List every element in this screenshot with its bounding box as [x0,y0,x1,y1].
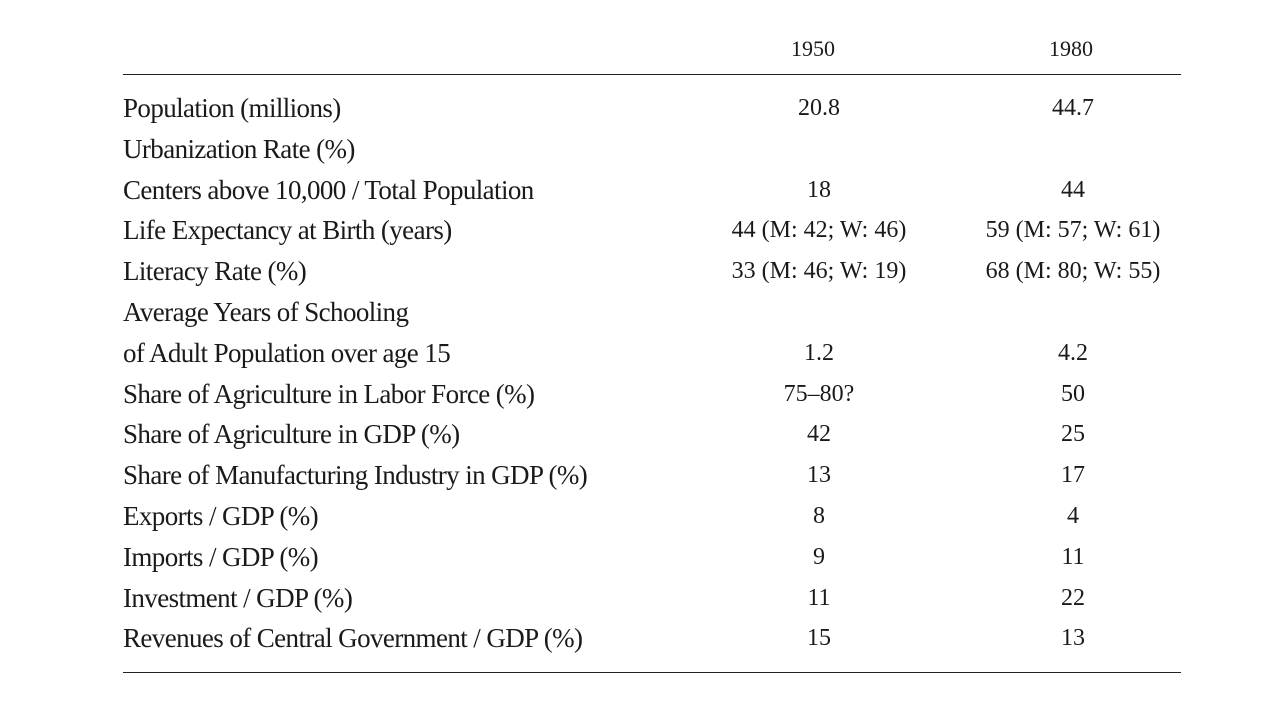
table-header: 1950 1980 [123,28,1181,75]
value-1950: 33 (M: 46; W: 19) [731,258,907,285]
row-label: Share of Agriculture in Labor Force (%) [123,378,535,409]
value-1950: 9 [813,543,825,570]
table-row: Urbanization Rate (%) [123,132,1181,173]
row-label: Urbanization Rate (%) [123,133,355,164]
value-1980: 68 (M: 80; W: 55) [985,258,1161,285]
table-row: Share of Manufacturing Industry in GDP (… [123,458,1181,499]
value-1950: 11 [807,584,831,611]
table-row: of Adult Population over age 15 1.2 4.2 [123,336,1181,377]
value-1950: 18 [807,176,831,203]
value-1950: 13 [807,462,831,489]
value-1980: 17 [1061,462,1085,489]
value-1950: 8 [813,502,825,529]
table-row: Imports / GDP (%) 9 11 [123,540,1181,581]
table-row: Literacy Rate (%) 33 (M: 46; W: 19) 68 (… [123,254,1181,295]
table-row: Share of Agriculture in Labor Force (%) … [123,377,1181,418]
table-row: Average Years of Schooling [123,295,1181,336]
column-header-1980: 1980 [1049,36,1093,61]
row-label: Share of Manufacturing Industry in GDP (… [123,460,588,491]
value-1950: 1.2 [804,339,834,366]
row-label: Population (millions) [123,93,341,123]
value-1980: 13 [1061,625,1085,652]
value-1980: 25 [1061,421,1085,448]
value-1980: 11 [1061,543,1085,570]
row-label: Imports / GDP (%) [123,541,319,572]
table-row: Exports / GDP (%) 8 4 [123,499,1181,540]
value-1980: 59 (M: 57; W: 61) [985,217,1161,244]
row-label: Share of Agriculture in GDP (%) [123,419,460,450]
table-row: Centers above 10,000 / Total Population … [123,173,1181,214]
column-header-1950: 1950 [791,36,835,61]
value-1950: 44 (M: 42; W: 46) [731,217,907,244]
value-1980: 44.7 [1052,95,1094,121]
value-1950: 42 [807,421,831,448]
value-1950: 15 [807,625,831,652]
table-row: Share of Agriculture in GDP (%) 42 25 [123,417,1181,458]
value-1950: 75–80? [783,380,855,407]
row-label: Investment / GDP (%) [123,582,353,613]
value-1980: 4.2 [1058,339,1088,366]
value-1980: 4 [1067,502,1079,529]
table-row: Revenues of Central Government / GDP (%)… [123,621,1181,662]
table-row: Population (millions) 20.8 44.7 [123,91,1181,132]
row-label: of Adult Population over age 15 [123,337,451,368]
value-1950: 20.8 [798,95,840,121]
value-1980: 44 [1061,176,1085,203]
value-1980: 22 [1061,584,1085,611]
row-label: Average Years of Schooling [123,296,409,327]
row-label: Centers above 10,000 / Total Population [123,174,534,205]
value-1980: 50 [1061,380,1085,407]
statistics-table: 1950 1980 Population (millions) 20.8 44.… [123,28,1181,674]
row-label: Exports / GDP (%) [123,500,319,531]
table-row: Investment / GDP (%) 11 22 [123,581,1181,622]
table-row: Life Expectancy at Birth (years) 44 (M: … [123,213,1181,254]
row-label: Revenues of Central Government / GDP (%) [123,623,583,654]
row-label: Literacy Rate (%) [123,256,307,287]
table-body: Population (millions) 20.8 44.7 Urbaniza… [123,75,1181,674]
row-label: Life Expectancy at Birth (years) [123,215,452,246]
